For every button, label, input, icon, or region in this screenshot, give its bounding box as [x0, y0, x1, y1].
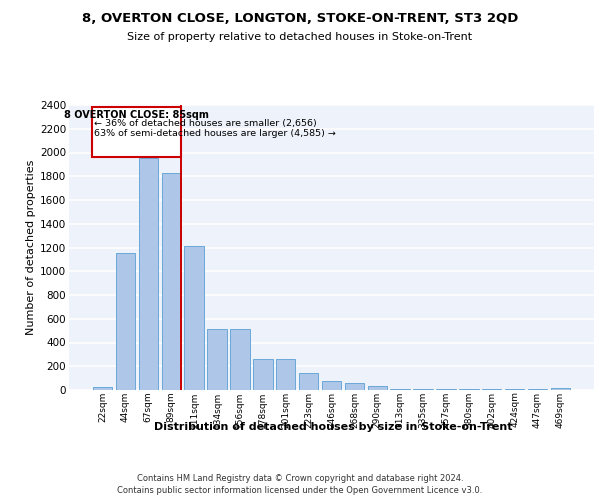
Bar	[161, 174, 181, 390]
Bar	[436, 389, 455, 390]
Text: Distribution of detached houses by size in Stoke-on-Trent: Distribution of detached houses by size …	[154, 422, 512, 432]
Bar	[299, 373, 319, 390]
Text: Contains HM Land Registry data © Crown copyright and database right 2024.: Contains HM Land Registry data © Crown c…	[137, 474, 463, 483]
Bar	[116, 254, 135, 390]
Text: 63% of semi-detached houses are larger (4,585) →: 63% of semi-detached houses are larger (…	[94, 129, 336, 138]
Text: Size of property relative to detached houses in Stoke-on-Trent: Size of property relative to detached ho…	[127, 32, 473, 42]
Bar	[344, 384, 364, 390]
Bar	[368, 386, 387, 390]
Bar	[391, 389, 410, 390]
Bar	[253, 358, 272, 390]
Bar	[551, 388, 570, 390]
Text: ← 36% of detached houses are smaller (2,656): ← 36% of detached houses are smaller (2,…	[94, 118, 317, 128]
Bar	[413, 389, 433, 390]
Bar	[93, 387, 112, 390]
FancyBboxPatch shape	[92, 107, 181, 157]
Bar	[459, 389, 479, 390]
Bar	[139, 158, 158, 390]
Y-axis label: Number of detached properties: Number of detached properties	[26, 160, 36, 335]
Bar	[230, 329, 250, 390]
Bar	[322, 380, 341, 390]
Bar	[184, 246, 204, 390]
Bar	[482, 389, 502, 390]
Text: 8 OVERTON CLOSE: 85sqm: 8 OVERTON CLOSE: 85sqm	[64, 110, 209, 120]
Bar	[276, 358, 295, 390]
Text: 8, OVERTON CLOSE, LONGTON, STOKE-ON-TRENT, ST3 2QD: 8, OVERTON CLOSE, LONGTON, STOKE-ON-TREN…	[82, 12, 518, 26]
Bar	[208, 329, 227, 390]
Text: Contains public sector information licensed under the Open Government Licence v3: Contains public sector information licen…	[118, 486, 482, 495]
